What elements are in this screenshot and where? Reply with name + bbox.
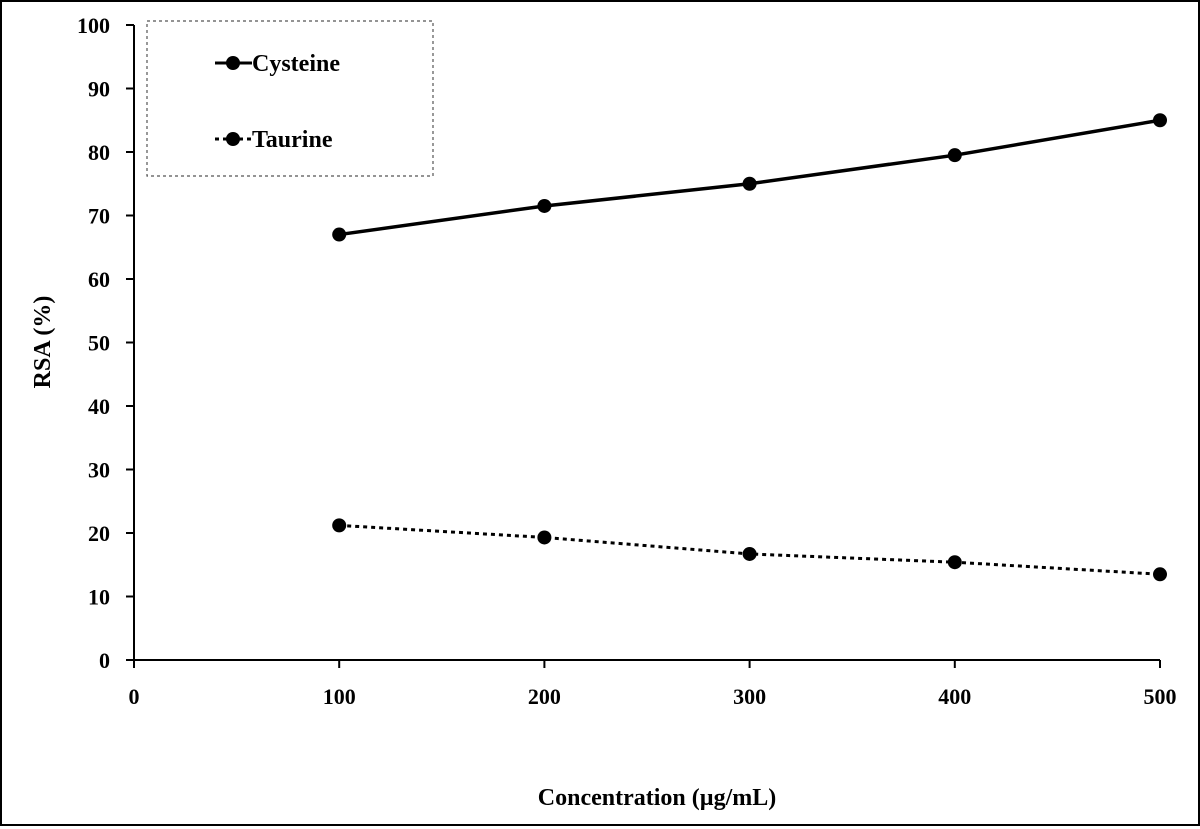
cysteine-data-point [947,148,962,163]
y-tick-label: 40 [88,394,110,419]
x-axis-title: Concentration (µg/mL) [538,785,776,811]
cysteine-data-point [742,176,757,191]
taurine-data-point [332,518,347,533]
cysteine-data-point [1153,113,1167,128]
taurine-data-point [742,546,757,561]
y-tick-label: 50 [88,331,110,356]
y-tick-label: 80 [88,140,110,165]
y-tick-label: 10 [88,585,110,610]
legend: Cysteine Taurine [146,20,434,177]
legend-cysteine-label: Cysteine [252,51,340,77]
y-tick-label: 90 [88,77,110,102]
y-tick-label: 100 [77,13,110,38]
y-tick-label: 60 [88,267,110,292]
y-tick-label: 0 [99,648,110,673]
legend-taurine-marker [226,132,240,146]
taurine-data-point [1153,567,1167,582]
legend-cysteine-marker [226,56,240,70]
axes [126,24,1161,668]
series-layer [332,113,1167,582]
x-tick-label: 500 [1144,684,1177,709]
x-tick-label: 100 [323,684,356,709]
cysteine-data-point [537,198,552,213]
x-tick-label: 200 [528,684,561,709]
legend-box [146,20,434,177]
cysteine-data-point [332,227,347,242]
x-tick-label: 0 [129,684,140,709]
x-tick-label: 300 [733,684,766,709]
taurine-data-point [537,530,552,545]
y-axis-title: RSA (%) [30,296,56,389]
x-tick-label: 400 [938,684,971,709]
legend-taurine-label: Taurine [252,127,333,153]
taurine-data-point [947,555,962,570]
y-tick-label: 20 [88,521,110,546]
y-tick-label: 70 [88,204,110,229]
tick-labels: 0 10 20 30 40 50 60 70 80 90 100 0 100 200 300 400 500 [77,13,1177,709]
y-tick-label: 30 [88,458,110,483]
